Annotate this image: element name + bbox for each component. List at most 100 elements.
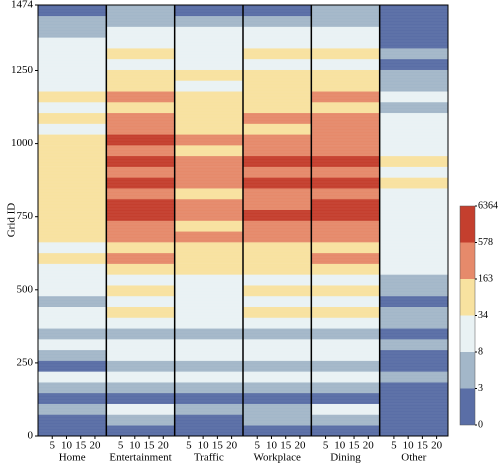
panel-label: Home (59, 452, 86, 463)
heat-cell (311, 295, 380, 307)
x-tick-label: 20 (363, 440, 375, 452)
heat-cell (38, 177, 107, 189)
heat-cell (311, 177, 380, 189)
heat-cell (243, 91, 312, 103)
heat-cell (379, 5, 448, 17)
x-tick-label: 15 (212, 440, 224, 452)
heat-cell (174, 382, 243, 394)
heat-cell (243, 295, 312, 307)
heat-cell (106, 145, 175, 157)
heat-cell (106, 252, 175, 264)
x-tick-label: 10 (198, 440, 210, 452)
heat-cell (106, 134, 175, 146)
heat-cell (38, 371, 107, 383)
heat-cell (379, 403, 448, 415)
heat-cell (38, 145, 107, 157)
colorbar-swatch (460, 315, 475, 352)
heat-cell (379, 220, 448, 232)
x-tick-label: 5 (391, 440, 397, 452)
heat-cell (379, 274, 448, 286)
colorbar-swatch (460, 206, 475, 243)
heat-cell (243, 403, 312, 415)
heat-cell (106, 91, 175, 103)
heat-cell (38, 231, 107, 243)
colorbar-tick-label: 578 (478, 237, 493, 248)
heat-cell (379, 58, 448, 70)
heat-cell (243, 382, 312, 394)
colorbar-tick-label: 34 (478, 310, 488, 321)
x-tick-label: 5 (118, 440, 124, 452)
heat-cell (38, 285, 107, 297)
heat-cell (311, 58, 380, 70)
colorbar-swatch (460, 352, 475, 389)
heat-cell (379, 306, 448, 318)
heat-cell (311, 145, 380, 157)
heat-cell (243, 48, 312, 60)
heat-cell (379, 295, 448, 307)
heat-cell (379, 339, 448, 351)
heat-cell (379, 37, 448, 49)
y-axis-label: Grid ID (6, 203, 18, 238)
heat-cell (243, 188, 312, 200)
x-tick-label: 20 (89, 440, 101, 452)
heat-cell (311, 252, 380, 264)
heat-cell (311, 198, 380, 211)
heat-cell (38, 101, 107, 114)
heat-cell (106, 37, 175, 49)
heat-cell (243, 15, 312, 27)
heat-cell (243, 177, 312, 189)
heat-cell (106, 15, 175, 27)
heat-cell (311, 220, 380, 232)
heat-cell (174, 177, 243, 189)
y-tick-label: 250 (17, 356, 34, 368)
heat-cell (311, 69, 380, 81)
heat-cell (243, 37, 312, 49)
y-tick-label: 1000 (11, 137, 34, 149)
heat-cell (311, 48, 380, 60)
heat-cell (174, 392, 243, 404)
heat-cell (243, 112, 312, 124)
heat-cell (174, 112, 243, 124)
heat-cell (243, 5, 312, 17)
panel-label: Other (401, 452, 426, 463)
heat-cell (38, 349, 107, 361)
heat-cell (379, 349, 448, 361)
heat-cell (174, 26, 243, 38)
heat-cell (311, 15, 380, 27)
heat-cell (38, 5, 107, 17)
heat-cell (38, 37, 107, 49)
heat-cell (243, 425, 312, 437)
x-tick-label: 15 (280, 440, 292, 452)
heat-cell (38, 123, 107, 135)
heat-cell (311, 382, 380, 394)
heat-cell (38, 69, 107, 81)
heat-cell (174, 198, 243, 211)
heat-cell (106, 188, 175, 200)
heat-cell (311, 155, 380, 167)
heat-cell (311, 274, 380, 286)
heat-cell (174, 274, 243, 286)
heat-cell (106, 209, 175, 221)
heat-cell (379, 177, 448, 189)
heat-cell (243, 80, 312, 92)
heat-cell (38, 360, 107, 372)
y-tick-label: 750 (17, 210, 34, 222)
heat-cell (379, 392, 448, 404)
heat-cell (106, 198, 175, 211)
heat-cell (174, 242, 243, 254)
heat-cell (311, 371, 380, 383)
heat-cell (379, 155, 448, 167)
heat-cell (38, 382, 107, 394)
y-tick-label: 1474 (11, 0, 34, 11)
heat-cell (106, 26, 175, 38)
heat-cell (106, 166, 175, 178)
heat-cell (38, 306, 107, 318)
heat-cell (379, 26, 448, 38)
heat-cell (106, 285, 175, 297)
heat-cell (243, 231, 312, 243)
heat-cell (311, 134, 380, 146)
heat-cell (174, 252, 243, 264)
heat-cell (174, 317, 243, 329)
heat-cell (106, 101, 175, 114)
